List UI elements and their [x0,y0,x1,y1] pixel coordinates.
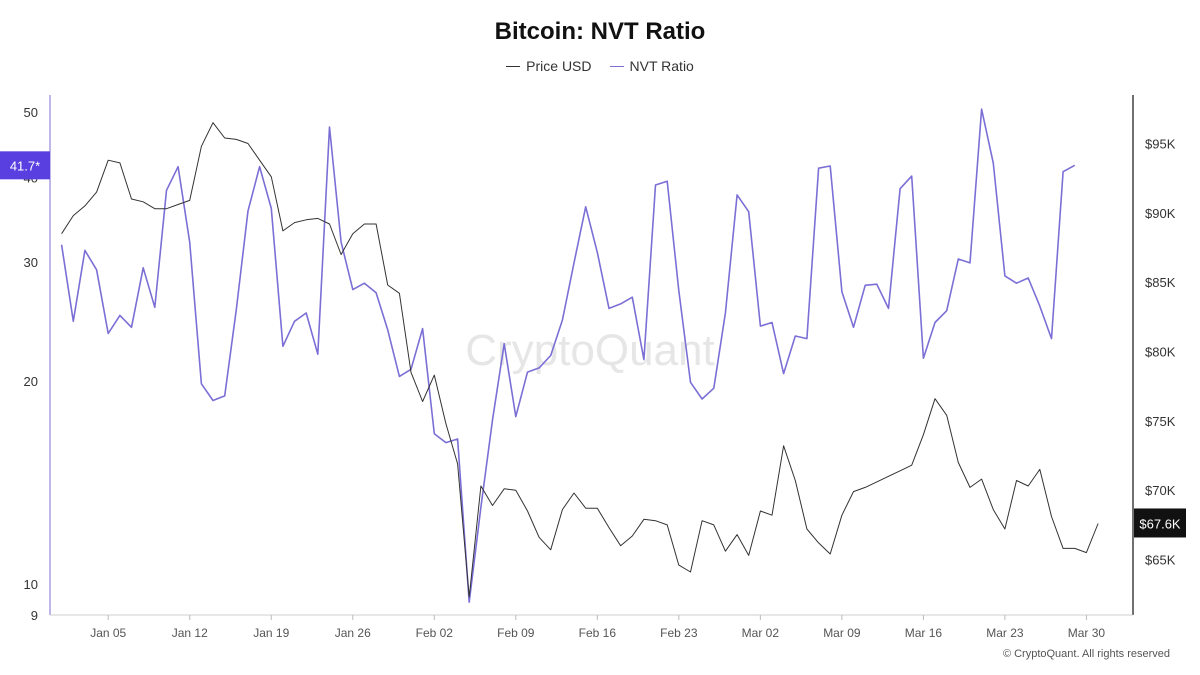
x-tick-9: Mar 09 [823,626,861,640]
x-tick-1: Jan 12 [172,626,208,640]
x-tick-12: Mar 30 [1068,626,1106,640]
legend-label-nvt: NVT Ratio [629,58,694,74]
chart-title: Bitcoin: NVT Ratio [494,18,706,45]
y-left-tick-3: 30 [24,255,38,270]
y-left-tick-2: 20 [24,374,38,389]
legend-item-price[interactable]: Price USD [506,58,592,74]
x-tick-5: Feb 09 [497,626,535,640]
legend: Price USD NVT Ratio [0,58,1200,74]
legend-swatch-nvt [609,65,624,67]
x-tick-7: Feb 23 [660,626,698,640]
legend-item-nvt[interactable]: NVT Ratio [609,58,694,74]
y-right-tick-5: $90K [1145,206,1176,221]
legend-swatch-price [506,65,521,67]
copyright-notice: © CryptoQuant. All rights reserved [1002,648,1170,660]
y-left-tick-0: 9 [31,608,38,623]
badge-nvt-last-bg [0,151,50,180]
x-tick-8: Mar 02 [742,626,780,640]
y-right-tick-3: $80K [1145,345,1176,360]
y-right-tick-1: $70K [1145,483,1176,498]
badge-price-last-bg [1134,508,1186,538]
x-tick-10: Mar 16 [905,626,943,640]
x-tick-4: Feb 02 [416,626,454,640]
badge-price-last: $67.6K [1139,516,1181,531]
x-tick-0: Jan 05 [90,626,126,640]
y-left-tick-1: 10 [24,577,38,592]
x-tick-11: Mar 23 [986,626,1024,640]
badge-nvt-last: 41.7* [10,158,40,173]
x-tick-3: Jan 26 [335,626,371,640]
y-right-tick-6: $95K [1145,137,1176,152]
watermark: CryptoQuant [465,326,714,375]
x-tick-6: Feb 16 [579,626,617,640]
series-line-price-usd [61,122,1099,598]
y-left-tick-5: 50 [24,105,38,120]
y-right-tick-0: $65K [1145,553,1176,568]
x-tick-2: Jan 19 [253,626,289,640]
y-right-tick-4: $85K [1145,275,1176,290]
series-line-nvt-ratio [60,108,1076,603]
legend-label-price: Price USD [526,58,592,74]
y-right-tick-2: $75K [1145,414,1176,429]
